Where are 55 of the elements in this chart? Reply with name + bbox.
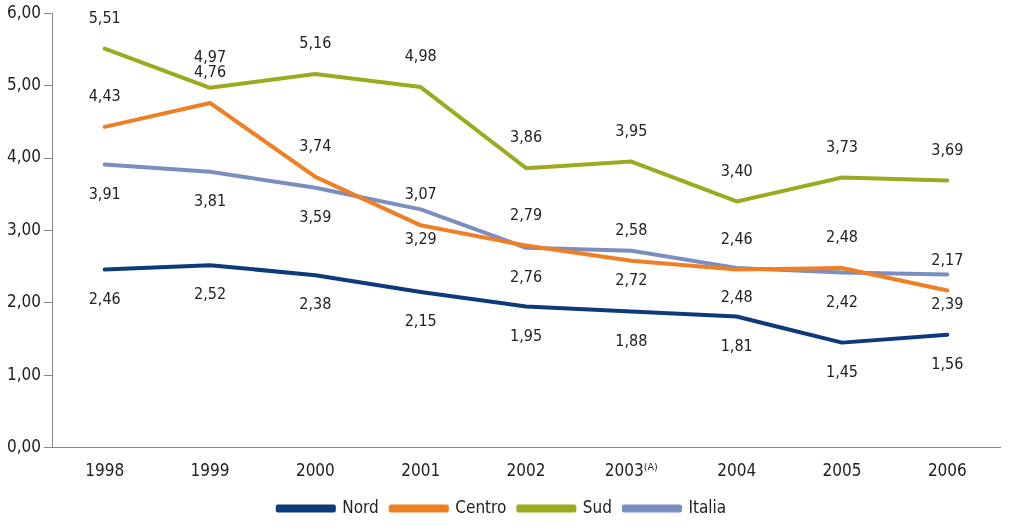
- y-tick-label: 2,00: [6, 291, 42, 312]
- data-label: 2,48: [720, 287, 753, 307]
- data-label: 4,98: [404, 46, 437, 66]
- data-label: 1,56: [931, 353, 964, 373]
- data-label: 2,42: [825, 291, 859, 311]
- legend-label: Italia: [688, 496, 727, 517]
- x-tick-label: 2000: [295, 460, 335, 481]
- y-tick-label: 5,00: [6, 74, 42, 95]
- data-label: 3,91: [88, 183, 121, 203]
- data-label: 1,45: [825, 361, 859, 381]
- data-label: 3,07: [404, 184, 437, 204]
- y-tick-label: 1,00: [6, 363, 42, 384]
- data-label: 2,79: [510, 204, 543, 224]
- x-tick-label: 2006: [927, 460, 967, 481]
- data-label: 3,81: [194, 190, 227, 210]
- x-tick-label: 1999: [190, 460, 230, 481]
- y-tick-label: 3,00: [6, 218, 42, 239]
- legend-label: Nord: [342, 496, 379, 517]
- x-tick-label: 2002: [506, 460, 546, 481]
- data-label: 2,15: [404, 311, 437, 331]
- data-label: 3,95: [615, 120, 648, 140]
- data-label: 5,16: [299, 33, 332, 53]
- data-label: 2,72: [615, 269, 648, 289]
- data-label: 3,29: [404, 228, 437, 248]
- data-label: 4,43: [88, 86, 121, 106]
- x-tick-label: 2001: [401, 460, 441, 481]
- data-label: 2,46: [720, 228, 753, 248]
- legend-label: Centro: [455, 496, 507, 517]
- data-label: 2,58: [615, 219, 648, 239]
- data-label: 1,81: [720, 335, 753, 355]
- data-label: 2,17: [931, 249, 964, 269]
- data-label: 3,40: [720, 160, 753, 180]
- data-label: 4,97: [194, 46, 227, 66]
- data-label: 3,69: [931, 139, 964, 159]
- y-tick-label: 0,00: [6, 436, 42, 457]
- data-label: 2,46: [88, 288, 121, 308]
- y-tick-label: 4,00: [6, 146, 42, 167]
- data-label: 2,48: [825, 227, 859, 247]
- data-label: 3,73: [825, 136, 859, 156]
- data-label: 1,88: [615, 330, 648, 350]
- data-label: 3,86: [510, 127, 543, 147]
- x-tick-label: 1998: [85, 460, 125, 481]
- x-tick-label: 2004: [717, 460, 757, 481]
- data-label: 5,51: [88, 7, 121, 27]
- data-label: 1,95: [510, 325, 543, 345]
- data-label: 2,52: [194, 284, 227, 304]
- legend-label: Sud: [582, 496, 612, 517]
- data-label: 2,76: [510, 266, 543, 286]
- x-tick-label: 2005: [822, 460, 862, 481]
- x-tick-label: 2003⁽ᴬ⁾: [604, 460, 658, 481]
- data-label: 3,74: [299, 135, 332, 155]
- data-label: 3,59: [299, 206, 332, 226]
- y-tick-label: 6,00: [6, 1, 42, 22]
- data-label: 2,38: [299, 294, 332, 314]
- data-label: 2,39: [931, 293, 964, 313]
